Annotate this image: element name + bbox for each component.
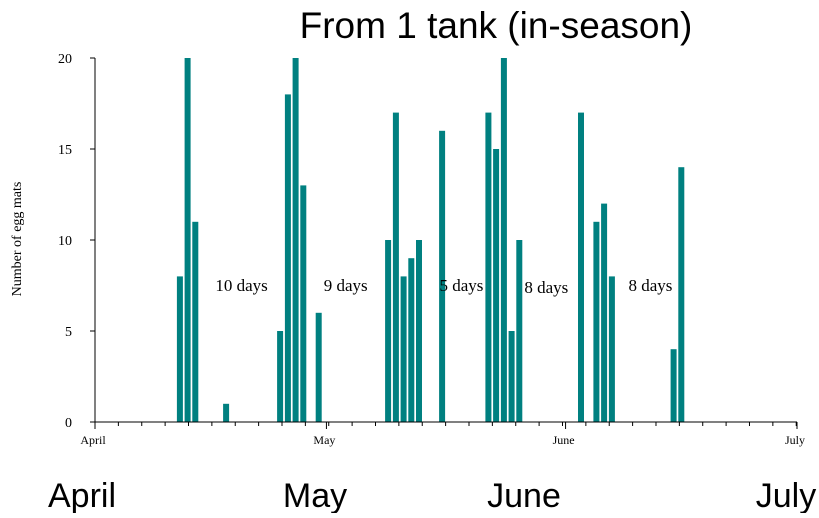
bar [485, 112, 492, 422]
bar [508, 331, 515, 422]
interval-annotation: 5 days [439, 276, 483, 295]
bar [184, 58, 191, 422]
interval-annotation: 8 days [524, 278, 568, 297]
bar [277, 331, 284, 422]
month-labels-group: April May June July [48, 477, 816, 515]
y-tick-label: 5 [65, 325, 72, 340]
month-label: April [48, 477, 116, 513]
month-label: May [283, 477, 347, 513]
bar [601, 203, 608, 422]
x-tick-label: July [785, 433, 805, 447]
bar [516, 240, 523, 422]
bar [493, 149, 500, 422]
chart-title: From 1 tank (in-season) [300, 5, 693, 46]
interval-annotation: 9 days [324, 276, 368, 295]
bar [678, 167, 685, 422]
bar [578, 112, 584, 422]
bar [292, 58, 299, 422]
bar [284, 94, 291, 423]
bar [400, 276, 407, 422]
bars-group [176, 58, 685, 423]
bar [439, 130, 446, 423]
y-tick-label: 0 [65, 416, 72, 431]
bar [392, 112, 399, 422]
axes-group: 0 5 10 15 20 April May June July [58, 52, 805, 447]
bar [192, 221, 199, 422]
annotations-group: 10 days 9 days 5 days 8 days 8 days [215, 276, 672, 297]
bar [176, 276, 183, 422]
y-tick-label: 20 [58, 52, 72, 67]
bar [593, 221, 600, 422]
y-tick-label: 15 [58, 143, 72, 158]
y-axis-label: Number of egg mats [10, 182, 25, 297]
bar [223, 403, 230, 422]
bar [408, 258, 415, 422]
bar [416, 240, 422, 422]
x-tick-label: May [313, 433, 335, 447]
month-label: July [756, 477, 816, 513]
bar [385, 240, 392, 422]
y-tick-label: 10 [58, 234, 72, 249]
bar [500, 58, 507, 422]
bar [300, 185, 307, 422]
month-label: June [487, 477, 561, 513]
bar [608, 276, 615, 422]
interval-annotation: 8 days [628, 276, 672, 295]
interval-annotation: 10 days [215, 276, 267, 295]
bar [315, 312, 322, 422]
x-tick-label: June [553, 433, 575, 447]
bar [670, 349, 677, 422]
x-tick-label: April [80, 433, 106, 447]
